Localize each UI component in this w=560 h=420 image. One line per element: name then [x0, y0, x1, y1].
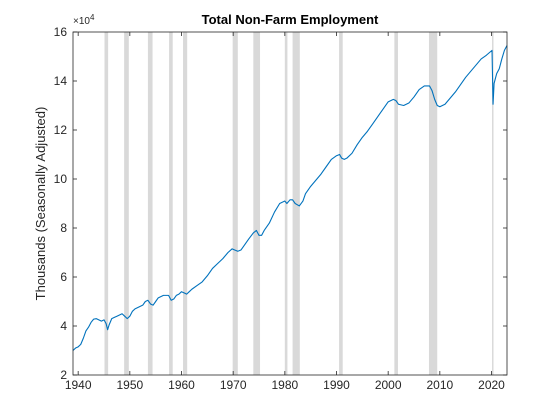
- recession-band: [394, 32, 398, 375]
- y-tick-label: 8: [60, 221, 67, 235]
- y-tick-label: 10: [54, 172, 68, 186]
- x-tick-label: 1940: [65, 378, 92, 392]
- x-axis: 1940 1950 1960 1970 1980 1990 2000 2010 2020: [65, 32, 505, 392]
- recession-band: [104, 32, 109, 375]
- y-tick-label: 16: [54, 25, 68, 39]
- y-tick-label: 6: [60, 270, 67, 284]
- y-tick-label: 12: [54, 123, 68, 137]
- recession-band: [183, 32, 188, 375]
- recession-band: [147, 32, 153, 375]
- y-tick-label: 4: [60, 319, 67, 333]
- recession-band: [284, 32, 288, 375]
- series-line: [72, 45, 508, 351]
- plot-area: [73, 32, 507, 375]
- x-tick-label: 1970: [220, 378, 247, 392]
- x-tick-label: 2020: [478, 378, 505, 392]
- x-tick-label: 1950: [116, 378, 143, 392]
- recession-band: [232, 32, 238, 375]
- series-line-group: [72, 45, 508, 351]
- chart-title: Total Non-Farm Employment: [202, 12, 379, 27]
- recession-band: [492, 32, 494, 375]
- recession-band: [339, 32, 343, 375]
- recession-band: [124, 32, 129, 375]
- plot-frame: [72, 31, 508, 376]
- recession-band: [428, 32, 438, 375]
- y-tick-label: 14: [54, 74, 68, 88]
- x-tick-label: 1990: [323, 378, 350, 392]
- y-axis-label: Thousands (Seasonally Adjusted): [33, 107, 48, 301]
- x-tick-label: 2000: [375, 378, 402, 392]
- x-tick-label: 2010: [426, 378, 453, 392]
- y-axis: 2 4 6 8 10 12 14 16: [54, 25, 507, 382]
- y-axis-exponent-power: 4: [90, 13, 95, 22]
- x-tick-label: 1980: [271, 378, 298, 392]
- y-tick-label: 2: [60, 368, 67, 382]
- recession-band: [253, 32, 261, 375]
- y-axis-exponent: ×104: [73, 13, 95, 27]
- y-axis-exponent-base: ×10: [73, 16, 90, 27]
- x-tick-label: 1960: [168, 378, 195, 392]
- recession-band: [169, 32, 173, 375]
